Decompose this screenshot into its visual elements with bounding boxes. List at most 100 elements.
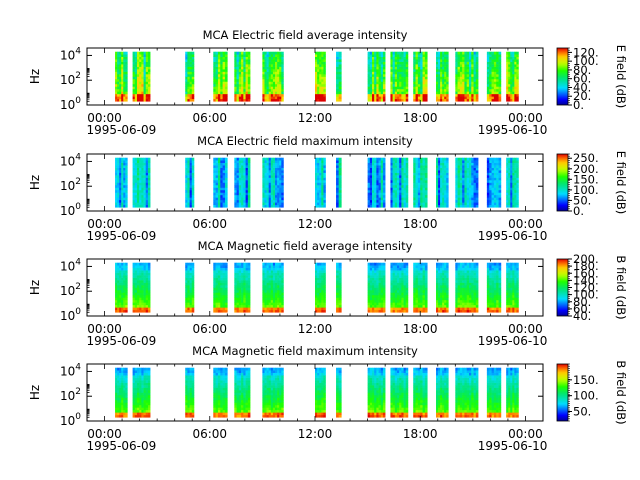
spectrogram-cell	[245, 285, 249, 288]
spectrogram-cell	[125, 83, 128, 87]
spectrogram-cell	[215, 282, 219, 286]
spectrogram-cell	[376, 61, 379, 65]
spectrogram-cell	[141, 309, 144, 313]
spectrogram-cell	[117, 307, 120, 311]
spectrogram-cell	[277, 74, 280, 77]
spectrogram-cell	[272, 160, 276, 163]
spectrogram-cell	[508, 81, 511, 85]
spectrogram-cell	[516, 51, 519, 55]
spectrogram-cell	[512, 86, 515, 90]
spectrogram-cell	[187, 302, 190, 306]
spectrogram-cell	[141, 189, 144, 193]
spectrogram-cell	[262, 192, 265, 196]
spectrogram-cell	[315, 165, 318, 168]
spectrogram-cell	[234, 56, 237, 60]
spectrogram-cell	[238, 189, 242, 193]
spectrogram-cell	[315, 199, 318, 203]
spectrogram-cell	[440, 51, 443, 55]
spectrogram-cell	[444, 199, 447, 203]
spectrogram-cell	[338, 64, 342, 67]
spectrogram-cell	[147, 172, 151, 176]
spectrogram-cell	[247, 61, 251, 65]
spectrogram-cell	[319, 88, 322, 92]
spectrogram-cell	[220, 202, 223, 206]
spectrogram-cell	[141, 160, 144, 163]
spectrogram-cell	[236, 182, 240, 186]
spectrogram-cell	[268, 270, 272, 273]
spectrogram-cell	[270, 83, 274, 87]
spectrogram-cell	[438, 98, 441, 102]
spectrogram-cell	[123, 76, 126, 80]
spectrogram-cell	[462, 69, 465, 72]
spectrogram-cell	[275, 93, 278, 97]
x-tick-label: 00:00	[87, 217, 122, 231]
spectrogram-cell	[238, 265, 242, 268]
spectrogram-cell	[496, 165, 499, 168]
spectrogram-cell	[496, 76, 499, 80]
spectrogram-cell	[215, 262, 219, 266]
spectrogram-cell	[424, 165, 428, 168]
spectrogram-cell	[187, 160, 190, 163]
spectrogram-cell	[462, 204, 465, 208]
spectrogram-cell	[508, 51, 511, 55]
spectrogram-cell	[420, 93, 423, 97]
spectrogram-cell	[141, 86, 144, 90]
spectrogram-cell	[139, 165, 142, 168]
spectrogram-cell	[336, 96, 339, 100]
spectrogram-cell	[141, 78, 144, 82]
spectrogram-cell	[270, 184, 274, 188]
spectrogram-cell	[236, 187, 240, 191]
spectrogram-cell	[338, 177, 342, 181]
spectrogram-cell	[234, 297, 237, 301]
spectrogram-cell	[514, 184, 517, 188]
spectrogram-cell	[512, 61, 515, 65]
spectrogram-cell	[147, 294, 151, 298]
spectrogram-cell	[121, 96, 124, 100]
spectrogram-cell	[189, 76, 193, 80]
spectrogram-cell	[473, 162, 477, 166]
spectrogram-cell	[281, 61, 284, 65]
spectrogram-cell	[272, 170, 276, 173]
spectrogram-cell	[279, 76, 282, 80]
spectrogram-cell	[396, 76, 400, 80]
spectrogram-cell	[442, 59, 445, 62]
spectrogram-cell	[275, 299, 278, 303]
spectrogram-cell	[185, 69, 188, 72]
spectrogram-cell	[464, 78, 468, 82]
spectrogram-cell	[236, 56, 240, 60]
spectrogram-cell	[382, 187, 386, 191]
spectrogram-cell	[243, 51, 246, 55]
spectrogram-cell	[277, 277, 280, 281]
spectrogram-cell	[222, 167, 226, 171]
spectrogram-cell	[264, 292, 267, 296]
spectrogram-cell	[115, 294, 118, 298]
spectrogram-cell	[119, 297, 122, 301]
spectrogram-cell	[185, 170, 188, 173]
spectrogram-cell	[514, 160, 517, 163]
spectrogram-cell	[191, 180, 195, 183]
spectrogram-cell	[275, 71, 278, 75]
spectrogram-cell	[466, 180, 470, 183]
spectrogram-cell	[496, 170, 499, 173]
spectrogram-cell	[241, 272, 244, 276]
spectrogram-cell	[264, 177, 267, 181]
spectrogram-cell	[498, 182, 502, 186]
spectrogram-cell	[367, 66, 371, 70]
spectrogram-cell	[123, 157, 126, 161]
spectrogram-cell	[117, 282, 120, 286]
spectrogram-cell	[187, 64, 190, 67]
spectrogram-cell	[321, 160, 324, 163]
spectrogram-cell	[115, 270, 118, 273]
spectrogram-cell	[459, 51, 463, 55]
spectrogram-cell	[317, 96, 320, 100]
spectrogram-cell	[403, 78, 407, 82]
spectrogram-cell	[468, 172, 472, 176]
spectrogram-cell	[222, 61, 226, 65]
spectrogram-cell	[236, 297, 240, 301]
spectrogram-cell	[338, 165, 342, 168]
spectrogram-cell	[372, 93, 375, 97]
spectrogram-cell	[392, 96, 396, 100]
spectrogram-cell	[141, 69, 144, 72]
spectrogram-cell	[486, 54, 490, 57]
spectrogram-cell	[506, 157, 509, 161]
